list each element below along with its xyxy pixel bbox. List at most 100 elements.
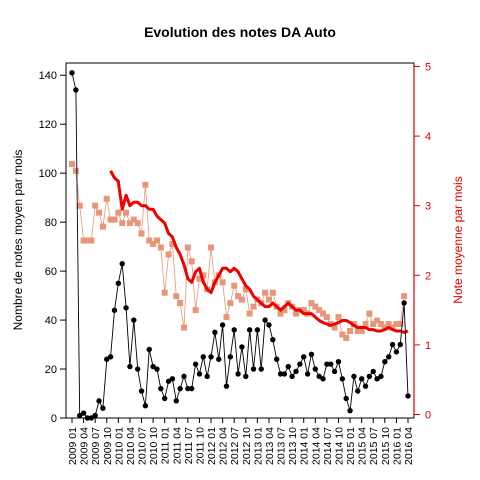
x-tick-label: 2013 07 xyxy=(276,427,288,465)
count-point xyxy=(301,354,307,360)
rating-point xyxy=(231,282,238,289)
rating-point xyxy=(281,307,288,314)
left-tick-label: 20 xyxy=(45,364,57,376)
right-tick-label: 1 xyxy=(425,340,431,352)
left-tick-label: 40 xyxy=(45,315,57,327)
rating-point xyxy=(238,296,245,303)
x-tick-label: 2009 10 xyxy=(102,427,114,465)
rating-point xyxy=(246,310,253,317)
count-point xyxy=(335,358,342,365)
rating-point xyxy=(219,279,226,286)
x-tick-label: 2016 04 xyxy=(403,427,415,465)
left-y-axis: 0 20 40 60 80 100 120 140 xyxy=(39,70,66,425)
rating-point xyxy=(401,293,408,300)
rating-point xyxy=(366,310,373,317)
x-tick-label: 2012 01 xyxy=(206,427,218,465)
count-point xyxy=(73,87,79,93)
rating-point xyxy=(161,289,168,296)
count-point xyxy=(142,403,149,409)
right-tick-label: 2 xyxy=(425,270,431,282)
rating-point xyxy=(316,307,323,314)
x-tick-label: 2011 10 xyxy=(194,427,206,464)
count-point xyxy=(331,368,338,375)
rating-point xyxy=(119,220,126,227)
x-tick-label: 2014 04 xyxy=(310,427,322,465)
count-point xyxy=(123,305,129,311)
count-point xyxy=(169,376,176,382)
count-point xyxy=(227,354,234,360)
count-point xyxy=(366,373,373,380)
rating-point xyxy=(370,321,377,328)
count-point xyxy=(161,395,168,402)
count-point xyxy=(235,371,241,377)
count-point xyxy=(277,371,284,377)
count-point xyxy=(397,341,403,348)
count-point xyxy=(84,415,91,421)
rating-point xyxy=(123,209,130,216)
rating-point xyxy=(153,237,160,244)
rating-smooth-line xyxy=(109,170,409,334)
count-point xyxy=(223,383,230,389)
x-tick-label: 2011 04 xyxy=(171,427,183,464)
count-point xyxy=(173,398,179,404)
rating-point xyxy=(293,310,299,317)
rating-point xyxy=(331,324,338,331)
x-tick-label: 2009 07 xyxy=(90,427,102,465)
count-point xyxy=(119,261,125,267)
count-point xyxy=(239,344,245,350)
count-point xyxy=(185,385,191,392)
count-point xyxy=(104,356,110,362)
count-point xyxy=(324,361,330,367)
count-point xyxy=(254,327,261,333)
count-point xyxy=(281,371,288,377)
count-point xyxy=(138,388,145,394)
count-point xyxy=(181,373,187,380)
rating-points-series xyxy=(69,160,408,341)
count-point xyxy=(127,363,133,370)
rating-point xyxy=(99,223,106,230)
rating-point xyxy=(208,244,215,251)
count-point xyxy=(150,363,156,370)
count-point xyxy=(262,317,268,323)
count-point xyxy=(111,307,118,313)
count-point xyxy=(115,280,122,287)
count-point xyxy=(297,361,303,367)
x-tick-label: 2012 04 xyxy=(218,427,230,465)
rating-point xyxy=(69,160,75,167)
count-point xyxy=(258,366,264,372)
plot-frame xyxy=(65,62,415,419)
count-point xyxy=(246,327,253,333)
x-tick-label: 2014 01 xyxy=(299,427,311,465)
rating-point xyxy=(323,314,330,321)
right-tick-label: 0 xyxy=(425,410,431,422)
rating-point xyxy=(358,327,365,334)
rating-point xyxy=(126,220,133,227)
right-axis-title: Note moyenne par mois xyxy=(451,176,465,303)
rating-point xyxy=(242,286,249,293)
right-y-axis: 0 1 2 3 4 5 xyxy=(413,61,431,422)
rating-point xyxy=(354,327,361,334)
rating-point xyxy=(188,258,195,265)
count-point xyxy=(393,349,400,355)
count-point xyxy=(339,376,346,382)
count-point xyxy=(405,393,411,399)
count-point xyxy=(385,354,392,360)
count-point xyxy=(270,336,276,343)
rating-point xyxy=(250,303,257,310)
count-point xyxy=(219,322,226,328)
count-point xyxy=(362,383,369,389)
rating-point xyxy=(173,293,180,300)
x-tick-label: 2009 04 xyxy=(79,427,91,465)
count-point xyxy=(92,412,98,419)
x-tick-label: 2010 07 xyxy=(137,427,149,465)
x-tick-label: 2015 07 xyxy=(368,427,380,465)
left-axis-title: Nombre de notes moyen par mois xyxy=(11,150,25,331)
left-tick-label: 80 xyxy=(45,217,57,229)
x-tick-label: 2011 01 xyxy=(160,427,172,464)
right-tick-label: 5 xyxy=(425,61,431,73)
x-tick-label: 2010 04 xyxy=(125,427,137,465)
rating-point xyxy=(192,307,199,314)
rating-point xyxy=(88,237,95,244)
x-tick-label: 2012 07 xyxy=(229,427,241,465)
rating-point xyxy=(265,296,272,303)
